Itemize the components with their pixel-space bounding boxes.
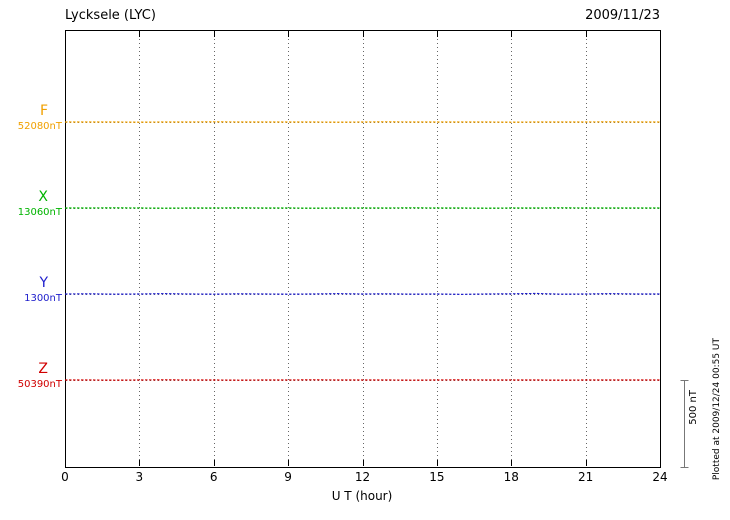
x-tick-label: 12 bbox=[354, 470, 371, 484]
series-baseline-value: 50390nT bbox=[17, 379, 62, 390]
series-label-y: Y 1300nT bbox=[0, 276, 62, 304]
series-label-f: F 52080nT bbox=[0, 104, 62, 132]
series-baseline-value: 52080nT bbox=[17, 121, 62, 132]
x-tick-label: 0 bbox=[61, 470, 69, 484]
plot-date: 2009/11/23 bbox=[585, 8, 660, 23]
series-letter: Y bbox=[39, 275, 48, 291]
scale-bar-label: 500 nT bbox=[688, 390, 699, 425]
series-baseline-value: 13060nT bbox=[17, 207, 62, 218]
x-tick-label: 21 bbox=[577, 470, 594, 484]
x-tick-label: 9 bbox=[284, 470, 292, 484]
series-baseline-value: 1300nT bbox=[24, 293, 62, 304]
trace-Y bbox=[64, 292, 660, 295]
x-tick-label: 6 bbox=[209, 470, 218, 484]
x-tick-label: 24 bbox=[652, 470, 668, 484]
plot-border bbox=[65, 30, 661, 468]
x-tick-label: 15 bbox=[429, 470, 445, 484]
station-title: Lycksele (LYC) bbox=[65, 8, 156, 23]
plotted-at-note: Plotted at 2009/12/24 00:55 UT bbox=[712, 338, 722, 481]
x-tick-label: 3 bbox=[135, 470, 144, 484]
x-axis-label: U T (hour) bbox=[331, 489, 393, 503]
x-axis-tick-labels: 0 3 6 9 12 15 18 21 24 bbox=[0, 470, 730, 484]
series-letter: X bbox=[38, 189, 48, 205]
x-tick-label: 18 bbox=[503, 470, 519, 484]
series-letter: Z bbox=[38, 361, 48, 377]
series-label-x: X 13060nT bbox=[0, 190, 62, 218]
series-label-z: Z 50390nT bbox=[0, 362, 62, 390]
series-letter: F bbox=[39, 103, 48, 119]
